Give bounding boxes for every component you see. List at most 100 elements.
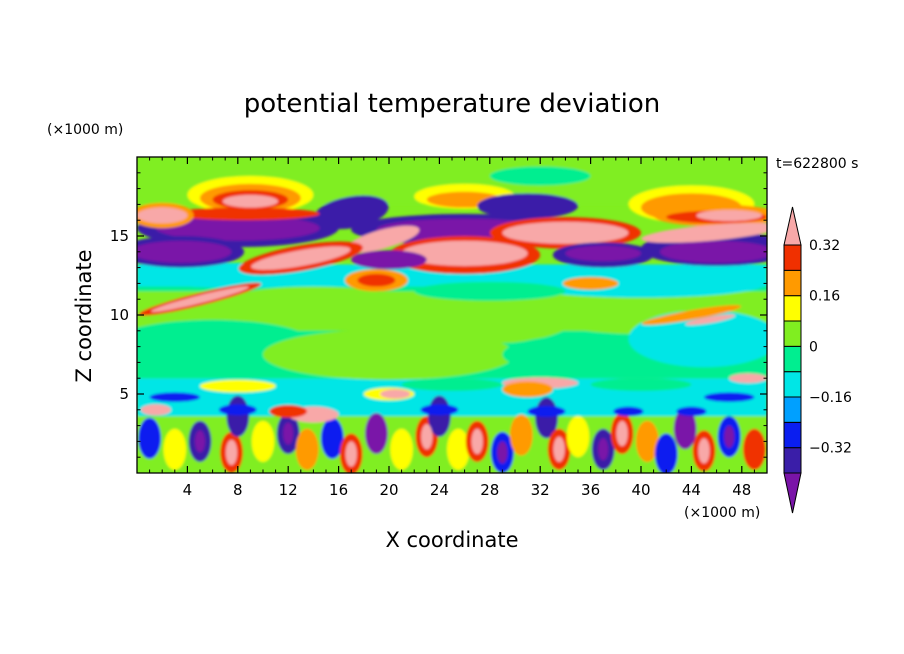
field-blob	[218, 404, 257, 416]
field-blob	[212, 286, 415, 328]
field-blob	[137, 240, 232, 263]
field-blob	[390, 428, 413, 470]
field-blob	[263, 329, 515, 380]
field-blob	[565, 245, 641, 262]
field-blob	[283, 422, 294, 445]
field-blob	[137, 207, 188, 224]
field-blob	[446, 428, 470, 470]
field-blob	[613, 406, 644, 417]
field-blob	[295, 428, 319, 470]
field-blob	[616, 420, 628, 447]
y-axis: 5 10 15	[110, 172, 767, 458]
colorbar-box	[783, 421, 802, 449]
field-blob	[566, 416, 590, 458]
field-blob	[414, 281, 566, 301]
field-blob	[401, 240, 528, 267]
field-blob	[380, 389, 411, 399]
field-blob	[163, 428, 187, 470]
colorbar-tick-label: −0.32	[809, 441, 852, 457]
x-tick-label: 4	[183, 481, 193, 499]
field-blob	[151, 286, 249, 312]
colorbar-tick-label: 0	[809, 339, 818, 355]
field-blob	[704, 392, 755, 402]
y-tick-label: 5	[119, 385, 129, 403]
time-label: t=622800 s	[776, 156, 858, 172]
plot-area	[137, 157, 767, 473]
colorbar-box	[783, 269, 802, 297]
colorbar-tick-label: 0.32	[809, 238, 840, 254]
colorbar-bottom-triangle	[783, 472, 802, 514]
field-blob	[724, 425, 735, 448]
field-blob	[502, 221, 629, 244]
colorbar: 0.32 0.16 0 −0.16 −0.32	[783, 206, 852, 514]
field-blob	[251, 246, 351, 270]
field-blob	[222, 194, 279, 208]
field-blob	[598, 438, 609, 461]
field-blob	[641, 222, 767, 243]
x-axis-unit: (×1000 m)	[684, 505, 760, 521]
field-blob	[320, 417, 344, 459]
field-blob	[371, 422, 382, 445]
field-blob	[345, 441, 357, 467]
field-blob	[269, 405, 308, 418]
colorbar-box	[783, 371, 802, 398]
colorbar-box	[783, 447, 802, 474]
colorbar-box	[783, 320, 802, 347]
field-blob	[155, 215, 320, 241]
field-contours	[137, 157, 767, 473]
field-blob	[562, 277, 619, 290]
field-blob	[226, 395, 250, 437]
field-blob	[676, 406, 707, 417]
field-blob	[251, 420, 275, 462]
x-tick-label: 48	[732, 481, 751, 499]
field-blob	[421, 424, 433, 450]
y-tick-label: 15	[110, 227, 129, 245]
colorbar-top-triangle	[783, 206, 802, 246]
field-blob	[635, 420, 659, 462]
x-tick-label: 32	[531, 481, 550, 499]
field-blob	[489, 166, 591, 186]
field-blob	[138, 417, 161, 459]
x-tick-label: 16	[329, 481, 348, 499]
field-blob	[140, 404, 172, 416]
field-blob	[628, 310, 767, 368]
x-axis-label: X coordinate	[385, 528, 518, 552]
field-blob	[515, 269, 767, 298]
field-blob	[590, 378, 692, 391]
x-tick-label: 44	[682, 481, 701, 499]
chart-title: potential temperature deviation	[244, 89, 660, 119]
field-blob	[696, 209, 762, 221]
field-blob	[659, 240, 767, 263]
field-blob	[225, 439, 238, 466]
colorbar-tick-label: 0.16	[809, 289, 840, 305]
field-blob	[194, 430, 206, 453]
field-blob	[200, 379, 276, 393]
field-blob	[698, 438, 710, 464]
field-blob	[641, 305, 742, 325]
field-blob	[401, 378, 503, 391]
field-blob	[743, 428, 766, 470]
field-blob	[357, 273, 396, 287]
colorbar-box	[783, 345, 802, 373]
field-blob	[654, 433, 678, 473]
field-blob	[351, 250, 427, 270]
y-axis-unit: (×1000 m)	[47, 122, 123, 138]
field-blob	[401, 286, 578, 344]
field-blob	[420, 404, 459, 416]
field-blob	[553, 436, 565, 462]
x-tick-label: 36	[581, 481, 600, 499]
field-blob	[729, 373, 767, 383]
colorbar-box	[783, 396, 802, 423]
colorbar-box	[783, 295, 802, 322]
colorbar-tick-label: −0.16	[809, 390, 852, 406]
x-tick-label: 24	[430, 481, 449, 499]
field-blob	[149, 392, 200, 402]
x-tick-label: 40	[631, 481, 650, 499]
colorbar-box	[783, 244, 802, 271]
field-blob	[680, 417, 691, 440]
field-blob	[346, 225, 420, 253]
x-tick-label: 8	[233, 481, 243, 499]
field-blob	[477, 193, 578, 219]
field-blob	[471, 428, 483, 455]
